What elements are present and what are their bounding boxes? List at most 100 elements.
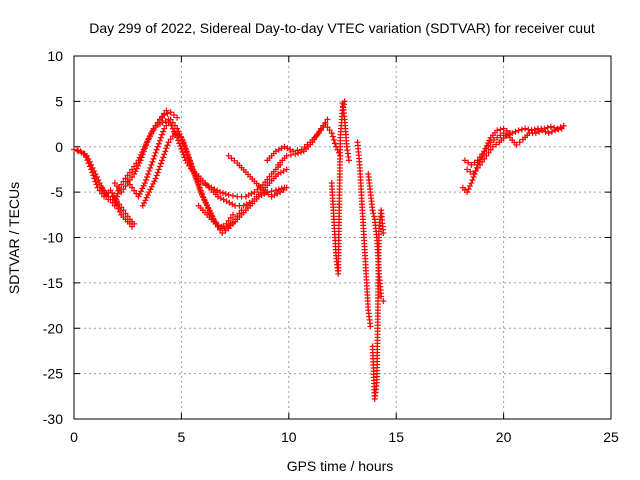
- data-point: [329, 133, 336, 140]
- data-point: [172, 131, 179, 138]
- data-point: [183, 149, 190, 156]
- data-point: [163, 122, 170, 129]
- data-point: [223, 220, 230, 227]
- data-point: [476, 161, 483, 168]
- data-point: [141, 200, 148, 207]
- x-tick-label: 5: [178, 429, 186, 445]
- data-point: [141, 180, 148, 187]
- data-point: [497, 132, 504, 139]
- data-point: [168, 122, 175, 129]
- data-point: [206, 208, 213, 215]
- data-point: [483, 152, 490, 159]
- data-point: [169, 125, 176, 132]
- data-point: [345, 157, 352, 164]
- data-point: [161, 125, 168, 132]
- data-point: [225, 217, 232, 224]
- data-point: [380, 298, 387, 305]
- data-point: [328, 130, 335, 137]
- data-point: [88, 166, 95, 173]
- data-point: [371, 213, 378, 220]
- data-point: [287, 151, 294, 158]
- x-tick-label: 0: [70, 429, 78, 445]
- data-point: [275, 186, 282, 193]
- data-point: [219, 190, 226, 197]
- data-point: [126, 169, 133, 176]
- data-point: [551, 124, 558, 131]
- data-point: [133, 165, 140, 172]
- data-point: [378, 293, 385, 300]
- data-point: [128, 184, 135, 191]
- data-point: [483, 145, 490, 152]
- data-point: [78, 149, 85, 156]
- data-point: [118, 181, 125, 188]
- data-point: [131, 187, 138, 194]
- data-point: [272, 187, 279, 194]
- data-point: [103, 190, 110, 197]
- data-point: [135, 162, 142, 169]
- data-point: [283, 166, 290, 173]
- data-point: [283, 152, 290, 159]
- data-point: [89, 169, 96, 176]
- data-point: [124, 178, 131, 185]
- data-point: [536, 128, 543, 135]
- data-point: [204, 202, 211, 209]
- data-point: [532, 130, 539, 137]
- data-point: [320, 122, 327, 129]
- data-point: [367, 323, 374, 330]
- data-point: [128, 174, 135, 180]
- data-point: [222, 190, 229, 197]
- y-tick-label: 0: [55, 139, 63, 155]
- data-point: [120, 186, 127, 193]
- data-points: [71, 98, 567, 403]
- data-point: [522, 125, 529, 132]
- data-point: [155, 166, 162, 173]
- data-point: [149, 158, 156, 165]
- data-point: [86, 163, 93, 170]
- data-point: [111, 180, 118, 187]
- data-point: [322, 119, 329, 126]
- data-point: [468, 180, 475, 187]
- data-point: [324, 116, 331, 123]
- data-point: [487, 139, 494, 146]
- data-point: [122, 210, 129, 217]
- data-point: [225, 191, 232, 198]
- data-point: [74, 147, 81, 154]
- data-point: [170, 111, 177, 118]
- data-point: [295, 150, 302, 157]
- y-tick-label: -25: [43, 366, 63, 382]
- data-point: [157, 160, 164, 167]
- data-point: [330, 136, 337, 143]
- data-point: [294, 147, 301, 154]
- data-point: [292, 151, 299, 158]
- data-point: [142, 142, 149, 149]
- data-point: [464, 166, 471, 173]
- data-point: [126, 181, 133, 188]
- data-point: [143, 194, 150, 201]
- data-point: [268, 188, 275, 195]
- data-point: [474, 164, 481, 171]
- data-point: [199, 191, 206, 198]
- data-point: [162, 148, 169, 155]
- data-point: [75, 148, 82, 155]
- data-point: [152, 122, 159, 129]
- data-point: [465, 159, 472, 166]
- data-point: [466, 183, 473, 190]
- data-point: [217, 189, 224, 196]
- data-point: [116, 201, 123, 208]
- data-point: [178, 146, 185, 153]
- data-point: [135, 193, 142, 200]
- data-point: [545, 130, 552, 137]
- data-point: [493, 141, 500, 148]
- data-point: [161, 151, 168, 158]
- x-tick-label: 15: [388, 429, 404, 445]
- data-point: [141, 145, 148, 152]
- data-point: [159, 157, 166, 164]
- data-point: [515, 127, 522, 134]
- data-point: [494, 134, 501, 141]
- data-point: [174, 114, 181, 121]
- data-point: [167, 109, 174, 116]
- x-tick-label: 20: [496, 429, 512, 445]
- data-point: [139, 151, 146, 158]
- data-point: [124, 213, 131, 220]
